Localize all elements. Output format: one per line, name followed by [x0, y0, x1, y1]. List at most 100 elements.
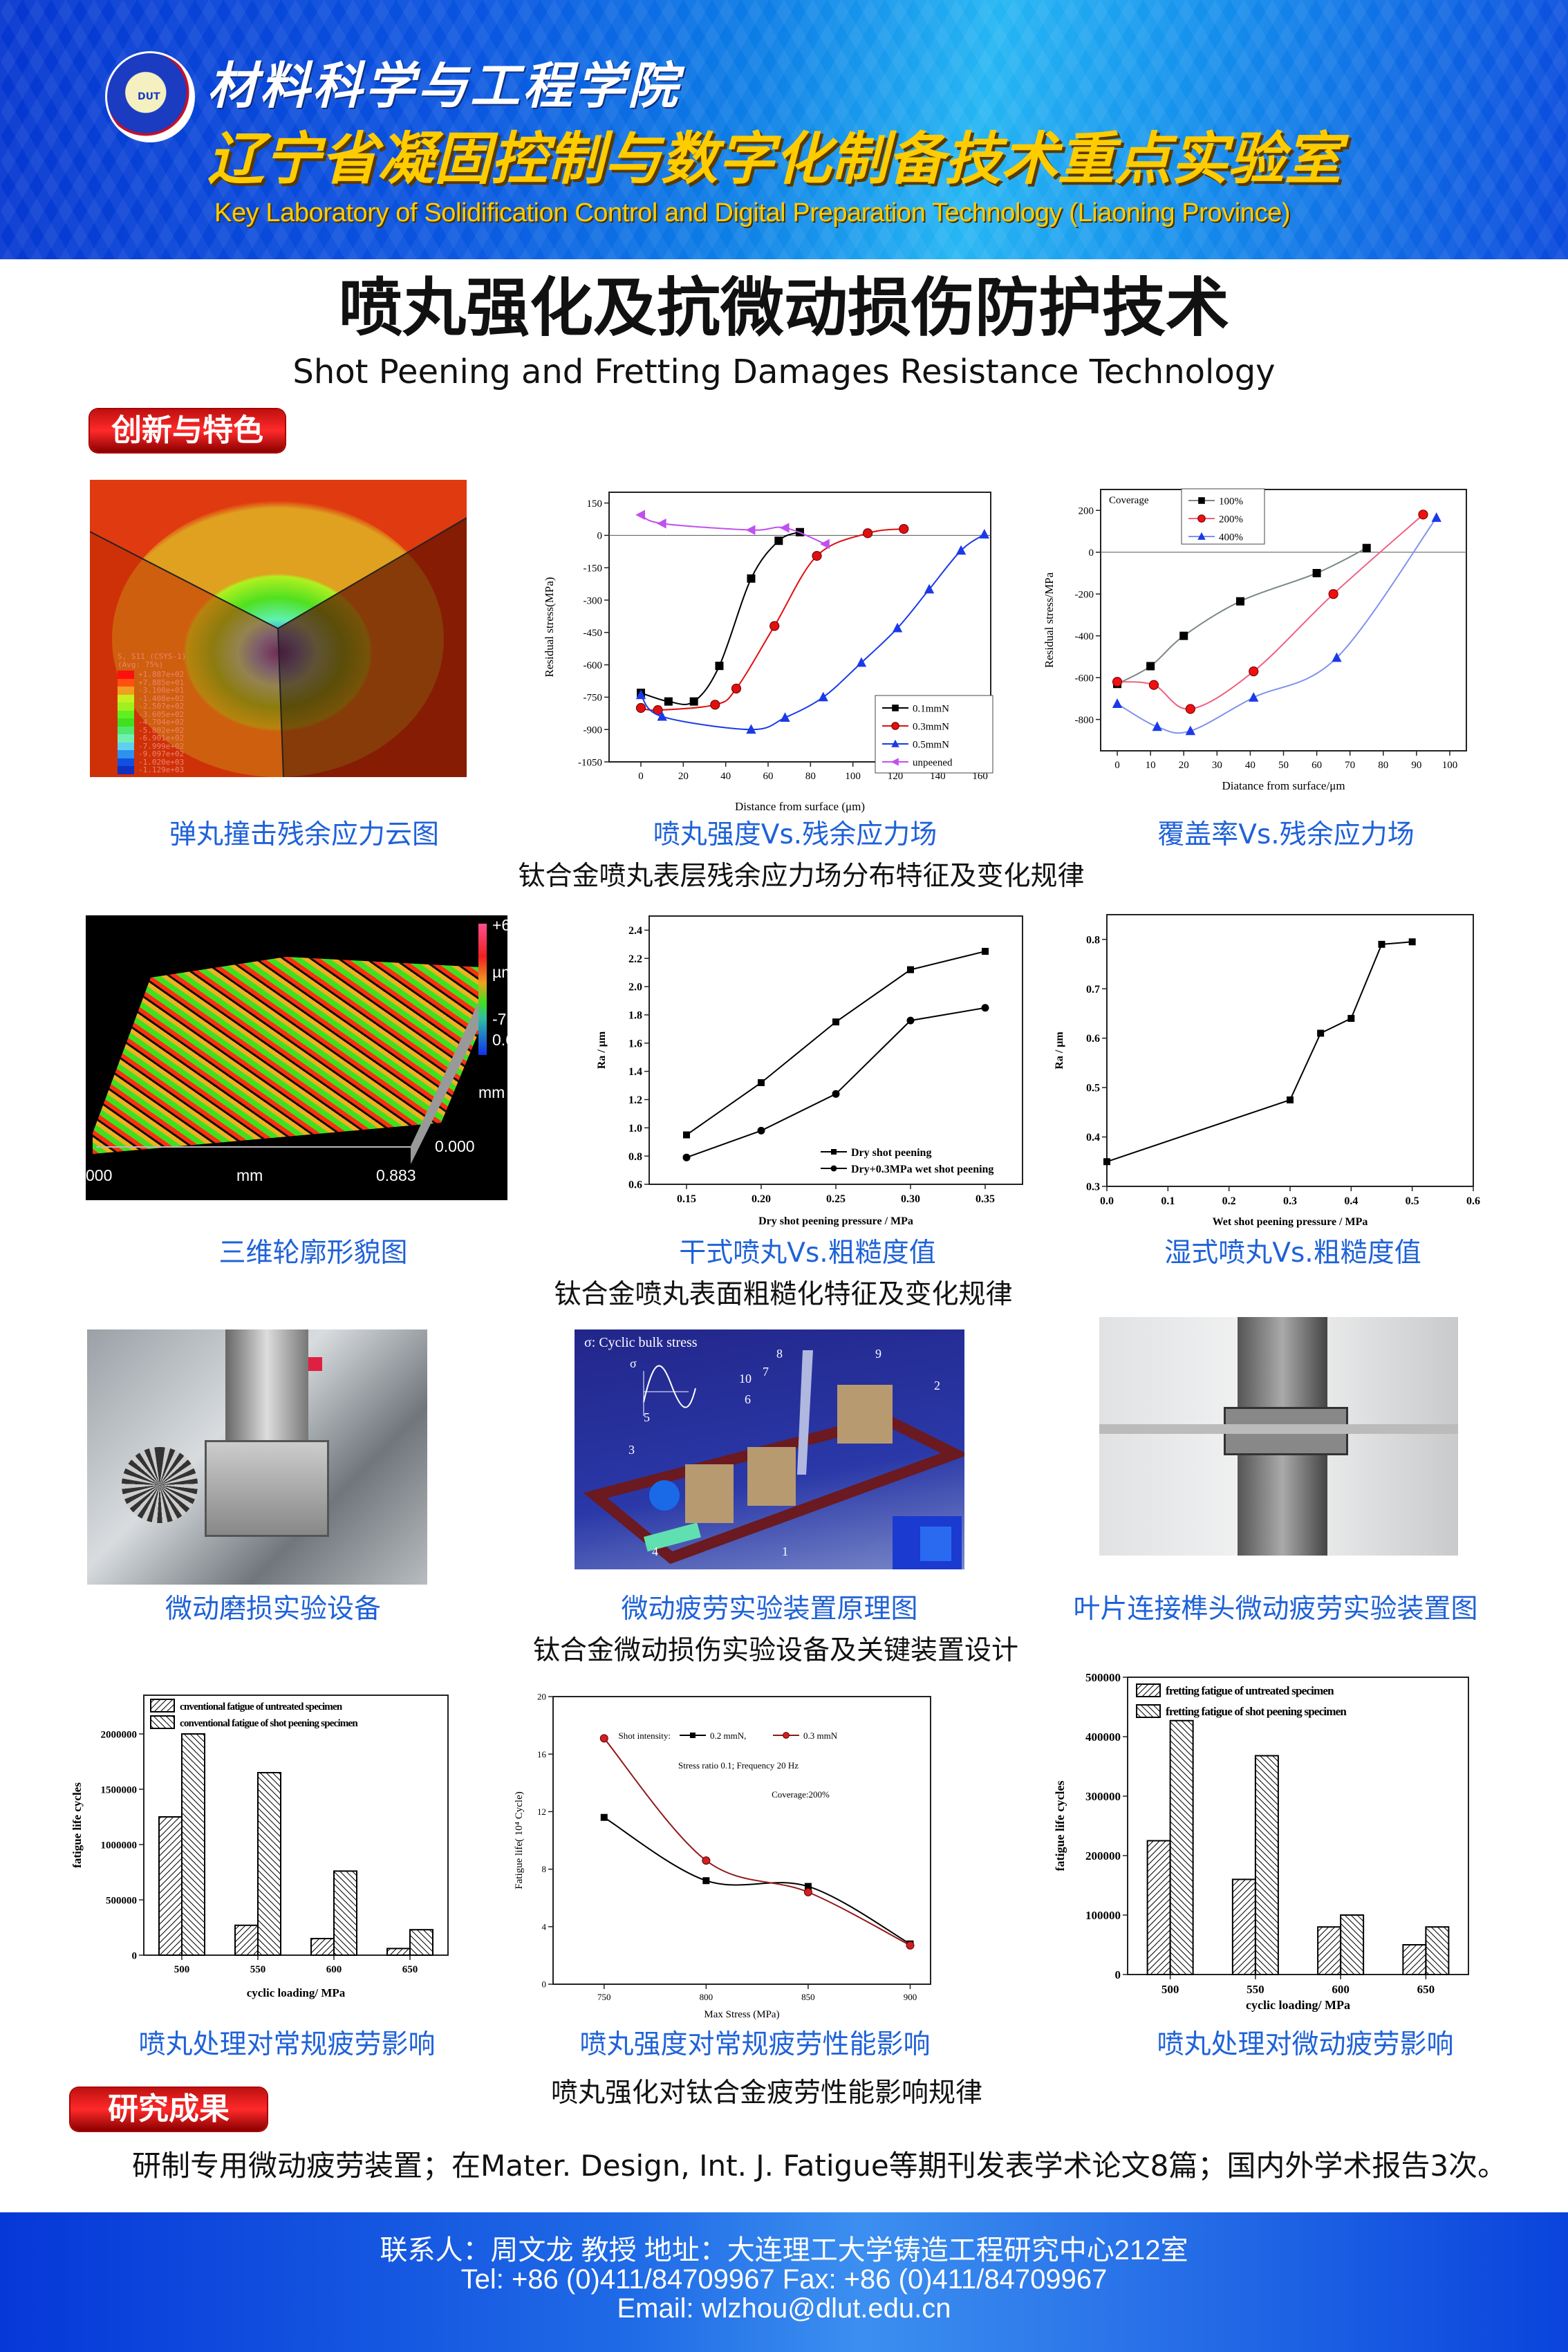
y-tick-label: 0.7 — [1086, 984, 1100, 996]
data-point — [891, 739, 899, 747]
plot-frame — [1100, 489, 1467, 752]
data-point — [1418, 510, 1428, 520]
part-label: 2 — [934, 1379, 940, 1392]
y-tick-label: -150 — [584, 563, 603, 574]
z-unit-label: µm — [492, 963, 507, 981]
series-line — [640, 514, 826, 545]
data-point — [907, 966, 914, 973]
marker-shape — [308, 1357, 322, 1371]
x-tick-label: 30 — [1212, 760, 1222, 771]
bar — [1254, 1755, 1279, 1976]
chart-residual-stress-vs-coverage: 200 0 -200 -400 -600 -800 0 10 20 30 40 50 60 70 80 90 1… — [1040, 480, 1479, 798]
y-tick-label: 1.8 — [628, 1010, 642, 1022]
x-tick-label: 60 — [763, 771, 774, 782]
data-point — [635, 510, 645, 520]
z-min-label: -7.42 — [492, 1010, 507, 1028]
legend-label: 0.5mmN — [913, 740, 949, 751]
data-point — [924, 584, 935, 594]
x-tick-label: 140 — [930, 771, 946, 782]
series-line — [604, 1737, 911, 1946]
y-axis-label: fatigue life cycles — [1053, 1781, 1067, 1872]
data-point — [690, 1733, 696, 1738]
y-tick-label: 0.6 — [628, 1179, 642, 1191]
x-axis-label: Max Stress (MPa) — [704, 2009, 779, 2020]
fem-color-swatch — [118, 694, 134, 702]
x-tick-label: 90 — [1411, 760, 1421, 771]
x-axis-label: Distance from surface (μm) — [735, 800, 865, 813]
x-axis-label: cyclic loading/ MPa — [247, 1986, 346, 1999]
data-point — [745, 525, 756, 535]
data-point — [702, 1877, 710, 1885]
wheel-shape — [122, 1447, 198, 1523]
y-tick-label: 1500000 — [101, 1784, 138, 1795]
fem-legend-row: -6.901e+02 — [118, 734, 186, 743]
row-summary: 钛合金喷丸表层残余应力场分布特征及变化规律 — [518, 861, 1085, 892]
email-line: Email: wlzhou@dlut.edu.cn — [617, 2293, 951, 2324]
fem-level-value: +7.885e+01 — [138, 678, 185, 687]
series-line — [686, 951, 986, 1136]
bar — [1231, 1878, 1256, 1975]
y-tick-label: -200 — [1075, 589, 1094, 600]
legend-label: 0.1mmN — [913, 704, 949, 715]
data-point — [856, 657, 867, 667]
x-tick-label: 850 — [801, 1992, 815, 2002]
legend-label: 0.3 mmN — [803, 1730, 838, 1741]
school-name: 材料科学与工程学院 — [207, 57, 681, 115]
fem-level-value: -3.100e+01 — [138, 686, 185, 695]
data-point — [1152, 721, 1162, 731]
x-tick-label: 0.25 — [826, 1193, 846, 1205]
bar — [1146, 1840, 1171, 1975]
y-tick-label: 1.4 — [628, 1066, 642, 1078]
data-point — [656, 519, 666, 529]
y-tick-label: 0.3 — [1086, 1182, 1100, 1193]
caption: 微动疲劳实验装置原理图 — [621, 1594, 918, 1625]
data-point — [1408, 938, 1416, 946]
legend-swatch — [150, 1715, 175, 1729]
section-badge-innovation: 创新与特色 — [90, 409, 285, 452]
y-tick-label: 1.0 — [628, 1123, 642, 1135]
data-point — [758, 1079, 765, 1086]
lab-name-en: Key Laboratory of Solidification Control… — [214, 198, 1291, 227]
y-tick-label: -1050 — [578, 757, 602, 768]
x-tick-label: 50 — [1278, 760, 1289, 771]
part-label: 4 — [652, 1544, 658, 1558]
data-point — [1112, 698, 1123, 708]
y-tick-label: -450 — [584, 628, 603, 639]
legend-swatch — [1136, 1683, 1161, 1697]
data-point — [906, 1016, 915, 1025]
series-3 — [635, 510, 830, 550]
y-axis-label: Ra / μm — [1054, 1032, 1065, 1070]
fem-legend-row: -1.408e+02 — [118, 694, 186, 702]
y-tick-label: 2.4 — [628, 925, 642, 937]
caption: 湿式喷丸Vs.粗糙度值 — [1164, 1238, 1421, 1269]
chart-conventional-fatigue: 0 500000 1000000 1500000 2000000 500 550 600 650… — [68, 1680, 458, 2005]
series-1 — [599, 1734, 915, 1950]
series-0 — [683, 948, 989, 1139]
y-zero-label: 0.000 — [435, 1137, 475, 1155]
data-point — [1197, 532, 1206, 540]
chart-fretting-fatigue: 0 100000 200000 300000 400000 500000 500 550 600… — [1050, 1658, 1479, 2017]
fem-color-swatch — [118, 702, 134, 711]
legend-label: cnventional fatigue of untreated specime… — [180, 1701, 343, 1712]
x-tick-label: 0.30 — [901, 1193, 920, 1205]
series-1 — [1112, 510, 1428, 714]
series-line — [604, 1816, 911, 1945]
x-tick-label: 500 — [1161, 1983, 1179, 1996]
fem-legend-row: +1.887e+02 — [118, 671, 186, 679]
x-tick-label: 0.4 — [1344, 1195, 1358, 1207]
x-tick-label: 650 — [402, 1964, 418, 1975]
y-tick-label: 100000 — [1085, 1909, 1121, 1922]
schematic-legend: σ: Cyclic bulk stress — [584, 1335, 698, 1350]
data-point — [780, 712, 790, 722]
data-point — [769, 621, 780, 631]
data-point — [1249, 666, 1259, 677]
fem-legend-title: S, S11 (CSYS-1) — [118, 652, 187, 661]
chart-roughness-wet: 0.80.70.60.50.40.30.0 0.1 0.2 0.3 0.4 0.5 0.6W… — [1050, 905, 1486, 1233]
sigma-label: σ — [630, 1356, 637, 1370]
data-point — [891, 722, 899, 730]
fem-level-value: -1.129e+03 — [138, 765, 185, 774]
fem-legend-row: -2.507e+02 — [118, 702, 186, 711]
y-tick-label: 20 — [537, 1692, 546, 1702]
x-tick-label: 160 — [972, 771, 988, 782]
y-tick-label: -900 — [584, 725, 603, 736]
